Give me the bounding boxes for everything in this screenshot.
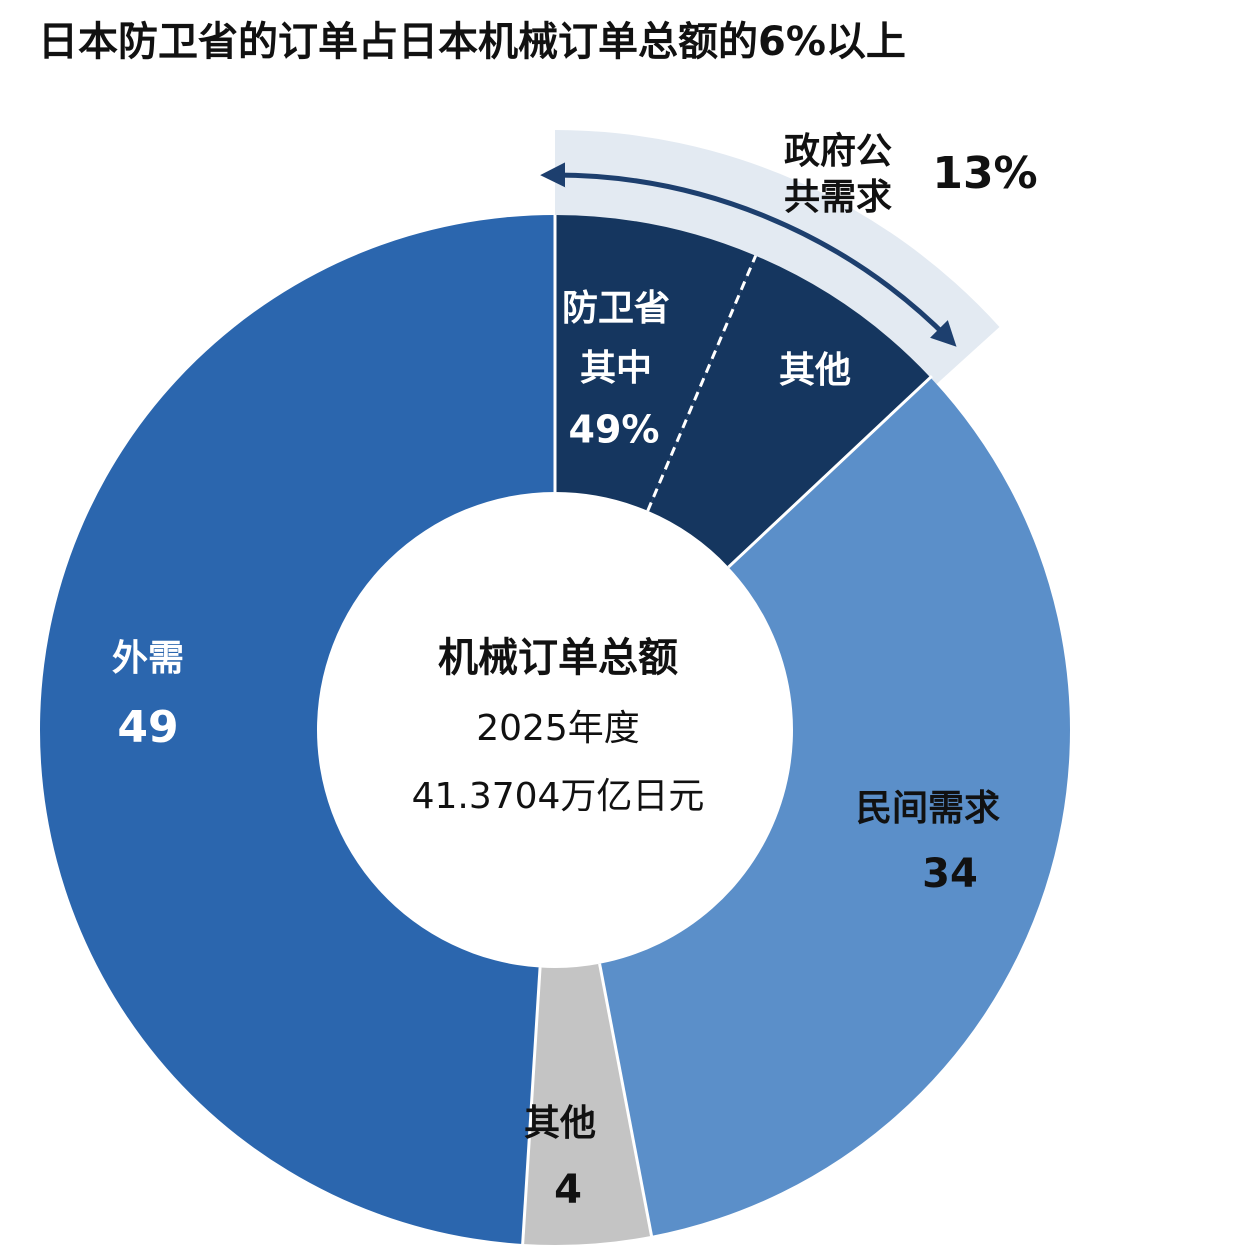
slice [39,215,556,1244]
slice [522,963,652,1245]
slice-border [727,374,933,569]
center-text: 2025年度 [476,708,640,749]
sub-label: 其他 [779,350,851,391]
category-label: 民间需求 [856,788,1000,829]
value-label: 4 [554,1167,582,1213]
chart-title: 日本防卫省的订单占日本机械订单总额的6%以上 [38,19,906,65]
highlight-band [540,130,1000,385]
sub-slice [555,215,756,511]
value-label: 49 [117,702,178,753]
value-label: 34 [922,851,978,897]
category-label: 外需 [112,638,184,679]
value-label: 13% [932,148,1037,199]
sub-label: 防卫省其中 [562,288,670,389]
center-text: 机械订单总额 [438,635,678,681]
sub-slice [647,255,931,568]
labels: 政府公共需求 13%民间需求34其他4外需49防卫省其中49%其他机械订单总额20… [112,130,1038,1213]
slice-border [521,967,542,1247]
category-label: 其他 [524,1103,596,1144]
split-line [646,255,758,512]
category-label: 政府公共需求 [784,130,892,218]
sub-value-label: 49% [569,408,660,452]
slice [599,377,1070,1236]
bracket-arrow [540,162,957,347]
slices [39,215,1070,1247]
center-text: 41.3704万亿日元 [412,776,705,817]
slice-border [598,963,654,1239]
